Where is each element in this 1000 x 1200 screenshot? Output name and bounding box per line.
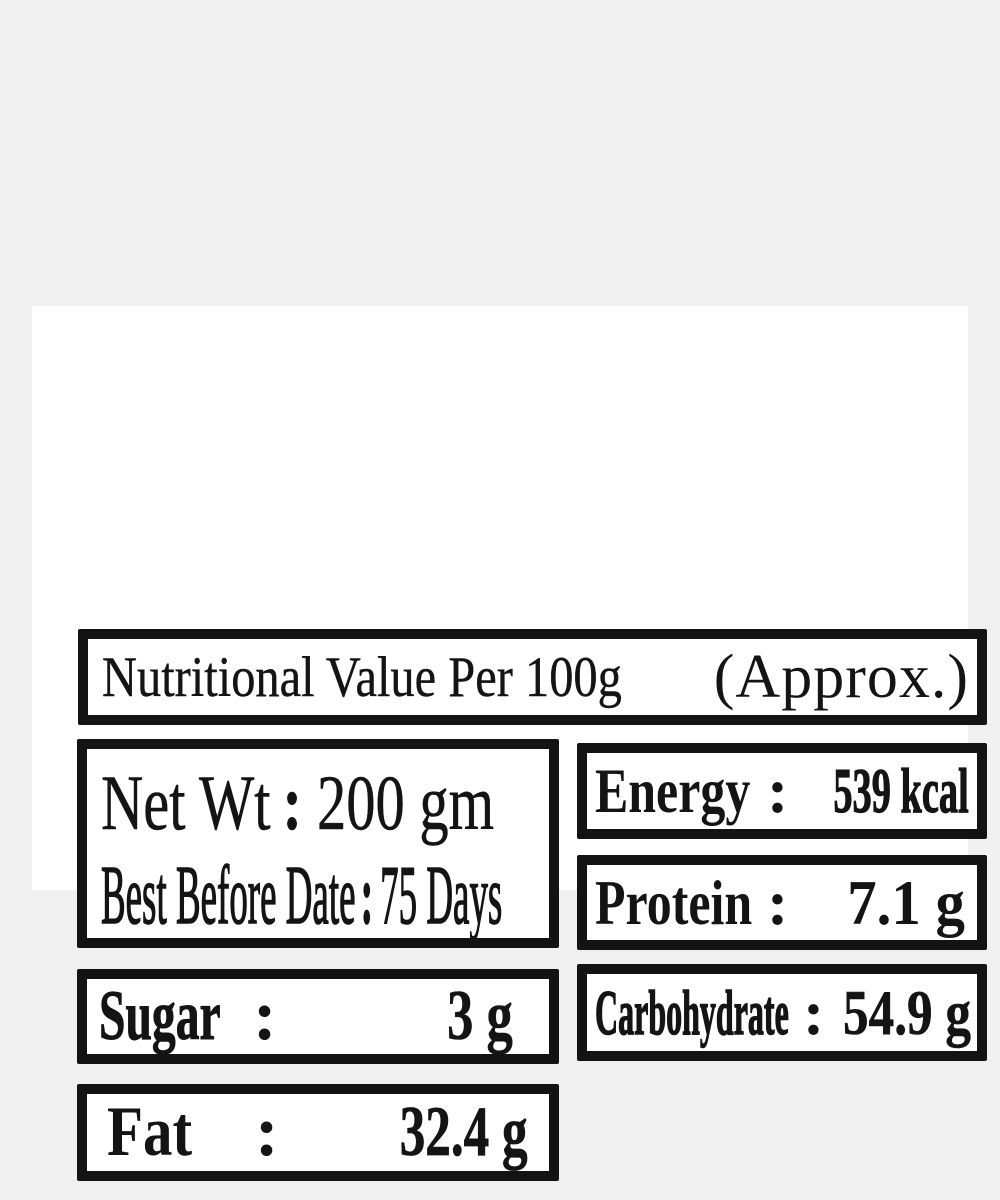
protein-label: Protein (595, 866, 753, 938)
title-approx-text: (Approx.) (713, 642, 969, 711)
fat-row: Fat : 32.4 g (87, 1094, 549, 1171)
sugar-row: Sugar : 3 g (87, 979, 549, 1054)
best-before-value: 75 Days (380, 848, 503, 943)
net-weight-row: Net Wt:200 gm (101, 753, 549, 852)
sugar-colon: : (253, 977, 277, 1055)
title-box: Nutritional Value Per 100g (Approx.) (78, 629, 987, 725)
fat-box: Fat : 32.4 g (77, 1084, 559, 1181)
protein-colon: : (767, 866, 789, 938)
protein-row: Protein : 7.1 g (587, 865, 977, 940)
energy-box: Energy : 539 kcal (577, 743, 987, 839)
net-weight-colon: : (282, 758, 302, 846)
energy-label: Energy (595, 755, 751, 826)
fat-colon: : (255, 1093, 279, 1171)
title-text-wrap: Nutritional Value Per 100g (102, 645, 664, 710)
label-panel: Nutritional Value Per 100g (Approx.) Net… (32, 306, 987, 1181)
protein-value: 7.1 g (847, 866, 965, 938)
carbohydrate-value: 54.9 g (843, 976, 972, 1048)
fat-label: Fat (107, 1093, 193, 1171)
carbohydrate-label: Carbohydrate (595, 976, 790, 1048)
sugar-label: Sugar (99, 977, 221, 1055)
net-weight-value: 200 gm (317, 758, 495, 846)
page-title: Nutritional Value Per 100g (102, 645, 622, 709)
energy-value: 539 kcal (833, 755, 969, 826)
carbohydrate-row: Carbohydrate : 54.9 g (587, 974, 977, 1051)
net-weight-box: Net Wt:200 gm Best Before Date:75 Days (77, 739, 559, 948)
net-weight-line: Net Wt:200 gm (101, 758, 495, 848)
best-before-label: Best Before Date (101, 848, 356, 943)
carbohydrate-colon: : (803, 976, 825, 1048)
sugar-box: Sugar : 3 g (77, 969, 559, 1064)
best-before-colon: : (360, 848, 374, 943)
sugar-value: 3 g (447, 977, 513, 1055)
carbohydrate-box: Carbohydrate : 54.9 g (577, 964, 987, 1061)
energy-colon: : (767, 755, 789, 826)
net-weight-label: Net Wt (101, 758, 271, 846)
fat-value: 32.4 g (399, 1093, 527, 1171)
energy-row: Energy : 539 kcal (587, 753, 977, 829)
best-before-row: Best Before Date:75 Days (101, 848, 549, 943)
best-before-line: Best Before Date:75 Days (101, 847, 503, 944)
protein-box: Protein : 7.1 g (577, 855, 987, 950)
